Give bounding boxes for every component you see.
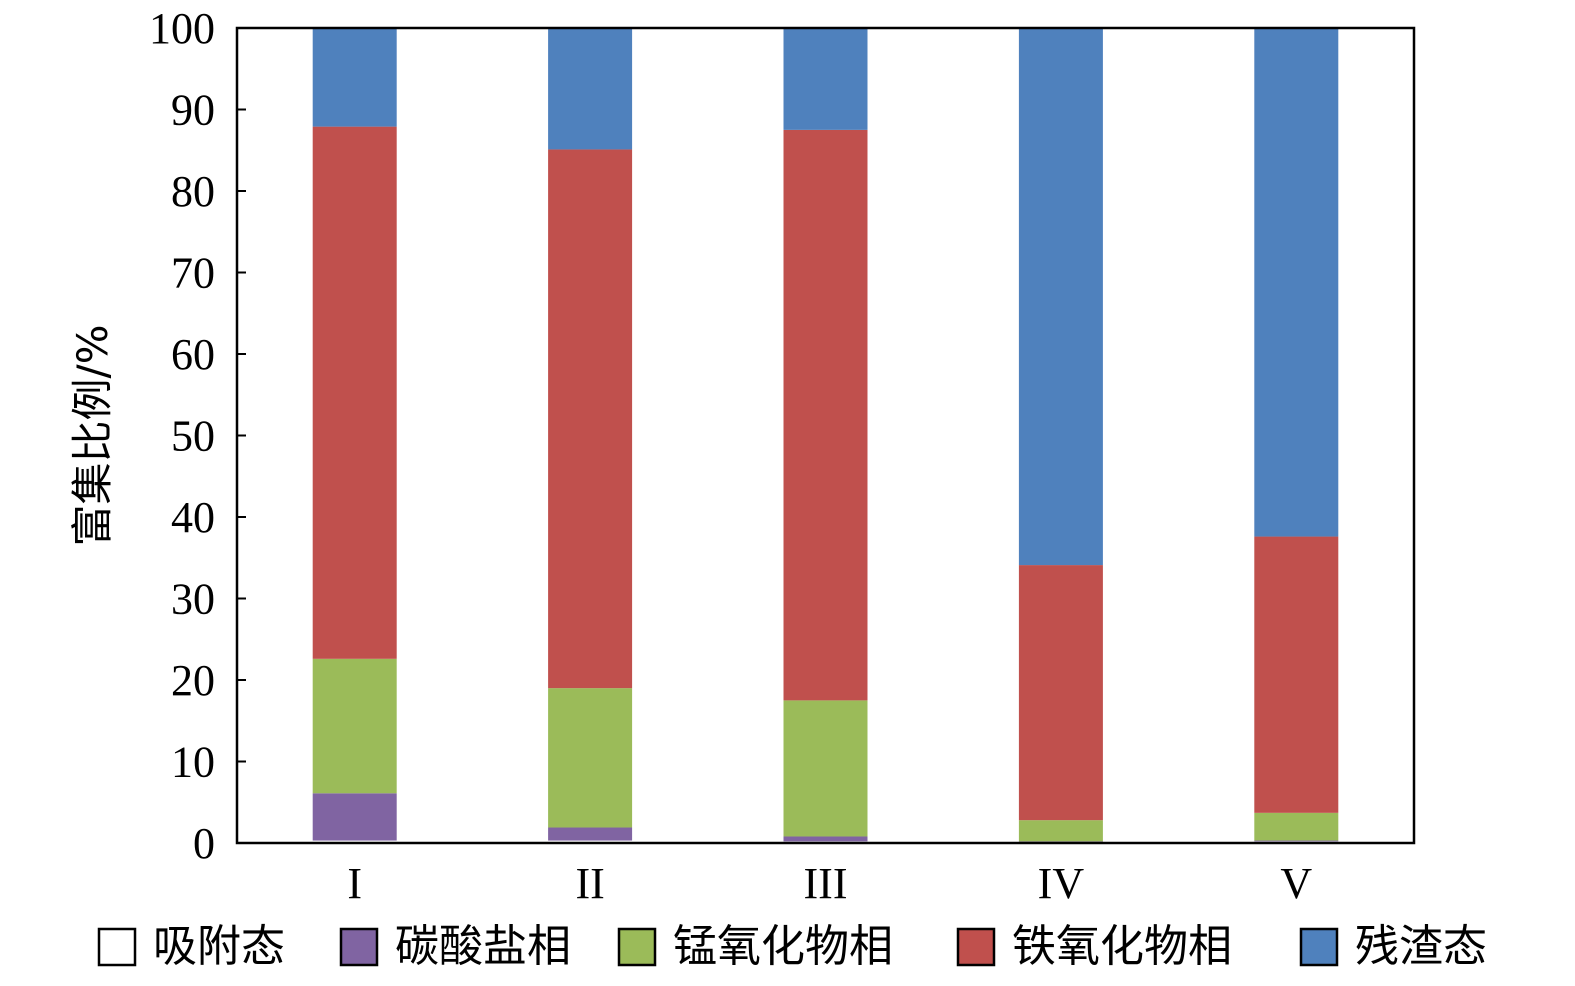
bar-segment-I-series-1 bbox=[312, 793, 397, 841]
y-tick-label: 20 bbox=[171, 656, 215, 705]
bar-segment-IV-series-2 bbox=[1018, 820, 1103, 842]
x-tick-label: I bbox=[347, 859, 362, 908]
y-tick-label: 90 bbox=[171, 86, 215, 135]
y-tick-label: 50 bbox=[171, 412, 215, 461]
y-tick-label: 10 bbox=[171, 738, 215, 787]
legend: 吸附态 碳酸盐相 锰氧化物相 铁氧化物相 残渣态 bbox=[97, 921, 1487, 972]
x-tick-label: II bbox=[575, 859, 604, 908]
y-tick-label: 40 bbox=[171, 493, 215, 542]
bar-segment-I-series-3 bbox=[312, 126, 397, 659]
bar-segment-V-series-3 bbox=[1254, 536, 1339, 813]
x-tick-label: IV bbox=[1038, 859, 1085, 908]
bar-segment-III-series-2 bbox=[783, 700, 868, 837]
bar-segment-IV-series-4 bbox=[1018, 28, 1103, 566]
x-axis: I II III IV V bbox=[347, 859, 1312, 908]
legend-label: 铁氧化物相 bbox=[1012, 921, 1232, 972]
bars-layer bbox=[312, 28, 1339, 843]
legend-label: 残渣态 bbox=[1355, 921, 1487, 972]
legend-swatch bbox=[339, 927, 379, 967]
legend-swatch bbox=[617, 927, 657, 967]
bar-segment-IV-series-3 bbox=[1018, 565, 1103, 821]
legend-swatch bbox=[956, 927, 996, 967]
y-tick-label: 70 bbox=[171, 249, 215, 298]
legend-label: 碳酸盐相 bbox=[395, 921, 571, 972]
x-tick-label: V bbox=[1280, 859, 1312, 908]
legend-swatch bbox=[97, 927, 137, 967]
x-tick-label: III bbox=[804, 859, 848, 908]
bar-segment-III-series-3 bbox=[783, 129, 868, 701]
bar-segment-V-series-4 bbox=[1254, 28, 1339, 537]
bar-segment-I-series-2 bbox=[312, 658, 397, 794]
y-axis: 0 10 20 30 40 50 60 70 80 90 100 bbox=[149, 4, 246, 868]
y-tick-label: 30 bbox=[171, 575, 215, 624]
y-tick-label: 60 bbox=[171, 330, 215, 379]
bar-segment-II-series-1 bbox=[548, 827, 633, 841]
bar-segment-II-series-4 bbox=[548, 28, 633, 150]
bar-segment-V-series-2 bbox=[1254, 812, 1339, 841]
y-tick-label: 0 bbox=[193, 819, 215, 868]
bar-segment-II-series-3 bbox=[548, 149, 633, 689]
bar-segment-III-series-4 bbox=[783, 28, 868, 130]
bar-segment-II-series-2 bbox=[548, 688, 633, 828]
bar-segment-V-series-1 bbox=[1254, 840, 1339, 842]
bar-segment-I-series-4 bbox=[312, 28, 397, 127]
y-tick-label: 100 bbox=[149, 4, 215, 53]
legend-label: 锰氧化物相 bbox=[673, 921, 893, 972]
y-tick-label: 80 bbox=[171, 167, 215, 216]
y-axis-label: 富集比例/% bbox=[68, 324, 117, 546]
legend-label: 吸附态 bbox=[153, 921, 285, 972]
legend-swatch bbox=[1299, 927, 1339, 967]
bar-segment-III-series-1 bbox=[783, 836, 868, 842]
